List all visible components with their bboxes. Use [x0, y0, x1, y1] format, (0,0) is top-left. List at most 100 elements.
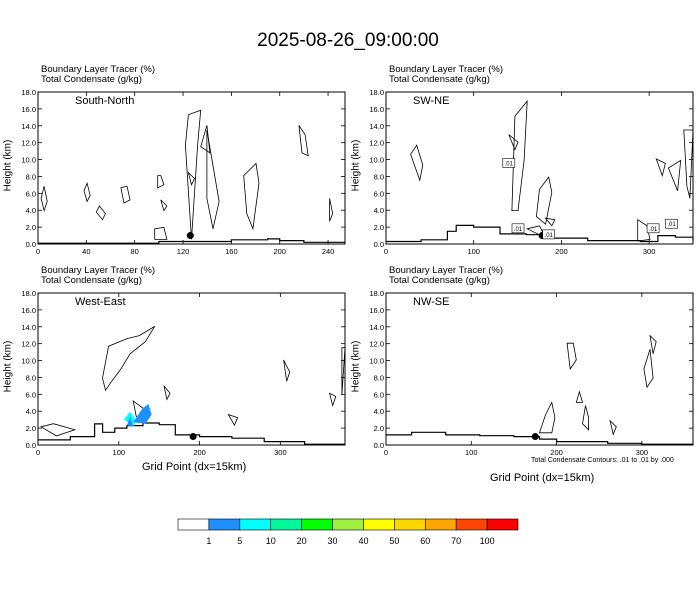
y-tick-label: 12.0	[369, 340, 384, 349]
condensate-contour	[544, 217, 556, 227]
terrain-line	[386, 431, 693, 445]
y-tick-label: 10.0	[369, 357, 384, 366]
location-marker	[186, 232, 194, 240]
panel-label: SW-NE	[413, 95, 449, 107]
condensate-contour	[328, 392, 337, 407]
x-tick-label: 200	[555, 247, 568, 256]
colorbar-label: 40	[358, 536, 368, 546]
plot-frame	[37, 292, 346, 446]
x-tick-label: 0	[36, 247, 40, 256]
colorbar-segment	[486, 518, 519, 531]
condensate-contour	[187, 171, 196, 186]
condensate-contour	[582, 405, 589, 431]
condensate-contour	[83, 181, 91, 203]
contour-label-box	[542, 229, 556, 240]
condensate-contour	[667, 159, 682, 191]
tracer-shading	[127, 416, 134, 427]
x-tick-label: 100	[467, 247, 480, 256]
y-tick-label: 18.0	[369, 88, 384, 97]
panel-4: 0.0 2.0 4.0 6.0 8.0 10.0 12.0 14.0 16.0 18.0 0 100 2…	[369, 289, 694, 457]
condensate-contour	[157, 175, 165, 189]
condensate-contour	[637, 218, 651, 242]
x-tick-label: 200	[550, 448, 563, 457]
y-tick-label: 6.0	[374, 189, 384, 198]
terrain-line	[38, 238, 345, 244]
contour-label: .01	[649, 227, 658, 233]
condensate-contour	[95, 205, 106, 221]
y-tick-label: 0.0	[374, 240, 384, 249]
condensate-contour	[508, 134, 519, 151]
y-tick-label: 18.0	[21, 289, 36, 298]
panel3-subtitle1: Boundary Layer Tracer (%)	[41, 265, 156, 276]
location-marker	[189, 433, 197, 441]
condensate-contour	[609, 419, 617, 436]
panel-3: 0.0 2.0 4.0 6.0 8.0 10.0 12.0 14.0 16.0 18.0 0 100 2…	[21, 289, 346, 457]
panel4-subtitle1: Boundary Layer Tracer (%)	[389, 265, 504, 276]
y-tick-label: 14.0	[369, 122, 384, 131]
x-tick-label: 100	[113, 448, 126, 457]
panel-label: NW-SE	[413, 296, 449, 308]
condensate-contour	[511, 99, 528, 211]
condensate-contour	[40, 186, 48, 213]
x-tick-label: 300	[636, 448, 649, 457]
panel1-subtitle2: Total Condensate (g/kg)	[41, 74, 142, 85]
colorbar-label: 50	[389, 536, 399, 546]
panel3-subtitle2: Total Condensate (g/kg)	[41, 275, 142, 286]
y-tick-label: 8.0	[26, 373, 36, 382]
y-tick-label: 16.0	[369, 105, 384, 114]
colorbar-segment	[332, 518, 364, 531]
figure-title: 2025-08-26_09:00:00	[257, 30, 439, 51]
contour-label-box	[646, 223, 660, 234]
condensate-contour	[655, 158, 666, 177]
y-tick-label: 2.0	[374, 424, 384, 433]
condensate-contour	[160, 199, 168, 212]
x-tick-label: 240	[322, 247, 335, 256]
colorbar-segment	[177, 518, 210, 531]
y-tick-label: 18.0	[21, 88, 36, 97]
y-tick-label: 6.0	[26, 189, 36, 198]
colorbar-label: 100	[480, 536, 495, 546]
condensate-contour	[120, 185, 131, 204]
contour-label-box	[511, 223, 525, 234]
y-tick-label: 6.0	[374, 390, 384, 399]
condensate-contour	[298, 125, 309, 157]
plot-frame	[385, 91, 694, 245]
condensate-contour	[40, 423, 77, 437]
panel1-subtitle1: Boundary Layer Tracer (%)	[41, 64, 156, 75]
colorbar-segment	[270, 518, 302, 531]
condensate-contour	[154, 226, 168, 240]
plot-frame	[37, 91, 346, 245]
panel3-xlabel: Grid Point (dx=15km)	[142, 461, 247, 473]
condensate-contour	[102, 326, 156, 392]
y-tick-label: 12.0	[21, 340, 36, 349]
y-tick-label: 4.0	[374, 206, 384, 215]
panel4-subtitle2: Total Condensate (g/kg)	[389, 275, 490, 286]
x-tick-label: 40	[82, 247, 90, 256]
y-tick-label: 10.0	[369, 156, 384, 165]
colorbar-label: 5	[237, 536, 242, 546]
y-tick-label: 18.0	[369, 289, 384, 298]
condensate-contour	[283, 359, 291, 382]
colorbar-label: 1	[206, 536, 211, 546]
condensate-contour	[243, 162, 260, 231]
y-tick-label: 2.0	[374, 223, 384, 232]
y-tick-label: 4.0	[374, 407, 384, 416]
colorbar-segment	[455, 518, 488, 531]
condensate-contour	[575, 390, 584, 403]
colorbar: 1 5 10 20 30 40 50 60 70 100	[177, 518, 519, 546]
contour-label-box	[665, 218, 678, 229]
colorbar-segment	[301, 518, 333, 531]
colorbar-label: 70	[451, 536, 461, 546]
condensate-contour	[329, 198, 334, 222]
x-tick-label: 0	[384, 448, 388, 457]
y-tick-label: 16.0	[369, 306, 384, 315]
condensate-contour	[184, 109, 202, 240]
terrain-line	[386, 224, 694, 243]
y-tick-label: 2.0	[26, 424, 36, 433]
contour-label: .01	[545, 233, 554, 239]
y-tick-label: 14.0	[21, 122, 36, 131]
colorbar-label: 60	[420, 536, 430, 546]
colorbar-segment	[208, 518, 241, 531]
colorbar-label: 30	[328, 536, 338, 546]
